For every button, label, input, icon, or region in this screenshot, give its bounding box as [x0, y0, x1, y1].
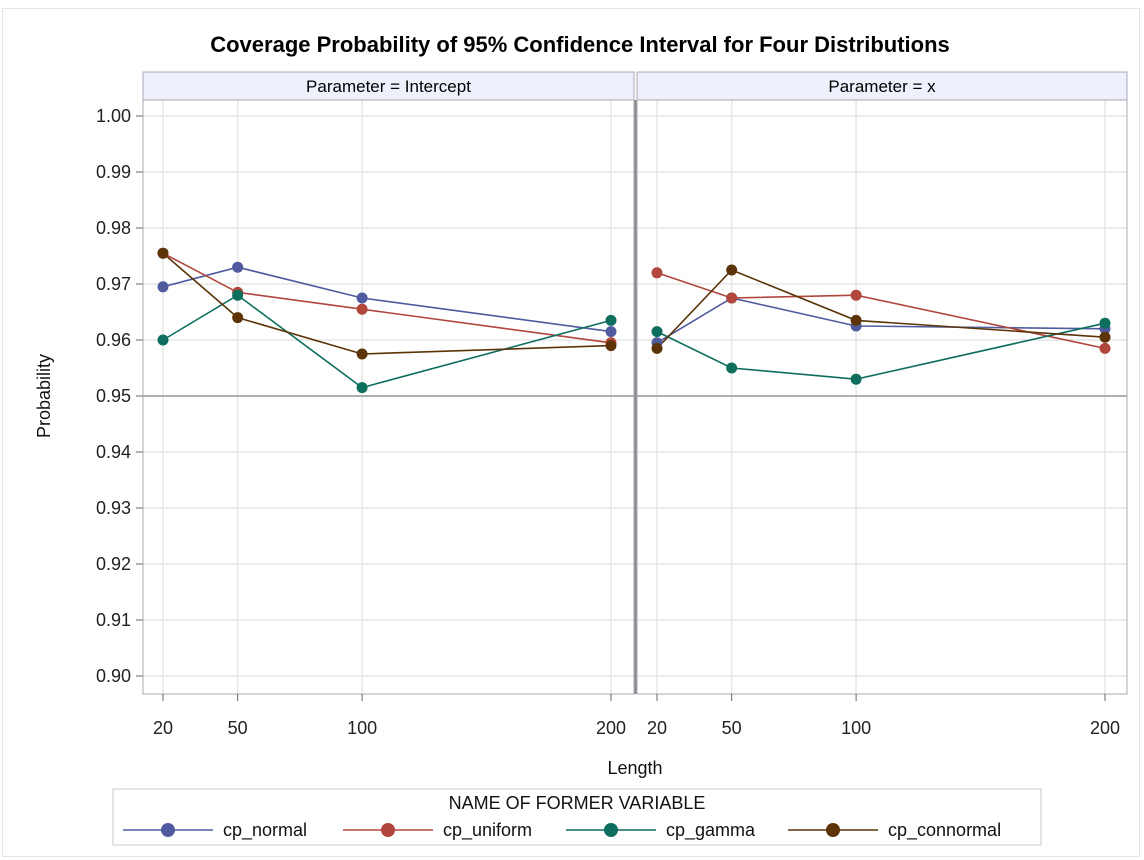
y-tick-label: 0.93 [96, 498, 131, 518]
plot-area [637, 100, 1127, 694]
x-tick-label: 200 [596, 718, 626, 738]
chart-title: Coverage Probability of 95% Confidence I… [210, 32, 950, 57]
panel-header-label: Parameter = x [828, 77, 936, 96]
y-tick-label: 0.90 [96, 666, 131, 686]
legend-label: cp_connormal [888, 820, 1001, 841]
data-point-cp_gamma [157, 334, 169, 346]
y-tick-label: 0.91 [96, 610, 131, 630]
y-tick-label: 1.00 [96, 106, 131, 126]
legend-label: cp_uniform [443, 820, 532, 841]
legend-item-cp_gamma: cp_gamma [566, 820, 756, 841]
panel-header [636, 71, 1128, 101]
legend-title: NAME OF FORMER VARIABLE [449, 793, 706, 813]
x-axis-label: Length [607, 758, 662, 778]
x-tick-label: 20 [153, 718, 173, 738]
x-tick-label: 20 [647, 718, 667, 738]
series-line-cp_normal [656, 297, 1106, 344]
legend-label: cp_normal [223, 820, 307, 841]
legend-label: cp_gamma [666, 820, 756, 841]
legend-item-cp_normal: cp_normal [123, 820, 307, 841]
data-point-cp_normal [232, 261, 244, 273]
data-point-cp_gamma [232, 289, 244, 301]
legend-item-cp_uniform: cp_uniform [343, 820, 532, 841]
y-tick-label: 0.95 [96, 386, 131, 406]
data-point-cp_connormal [356, 348, 368, 360]
series-line-cp_gamma [656, 322, 1106, 381]
x-tick-label: 50 [228, 718, 248, 738]
series-line-cp_connormal [656, 269, 1106, 349]
data-point-cp_gamma [726, 362, 738, 374]
data-point-cp_gamma [605, 314, 617, 326]
legend-swatch-marker [826, 823, 840, 837]
x-tick-label: 100 [841, 718, 871, 738]
y-tick-label: 0.97 [96, 274, 131, 294]
plot-area [143, 100, 634, 694]
x-tick-label: 200 [1090, 718, 1120, 738]
legend-swatch-marker [161, 823, 175, 837]
data-point-cp_uniform [850, 289, 862, 301]
series-line-cp_gamma [162, 294, 612, 389]
y-tick-label: 0.92 [96, 554, 131, 574]
series-line-cp_uniform [656, 272, 1106, 350]
legend-swatch-marker [604, 823, 618, 837]
data-point-cp_uniform [356, 303, 368, 315]
data-point-cp_connormal [1099, 331, 1111, 343]
data-point-cp_uniform [651, 267, 663, 279]
y-tick-label: 0.96 [96, 330, 131, 350]
data-point-cp_gamma [651, 326, 663, 338]
data-point-cp_normal [356, 292, 368, 304]
data-point-cp_gamma [850, 373, 862, 385]
chart-border [2, 8, 1140, 857]
y-tick-label: 0.99 [96, 162, 131, 182]
legend-item-cp_connormal: cp_connormal [788, 820, 1001, 841]
data-point-cp_gamma [1099, 317, 1111, 329]
y-axis-label: Probability [34, 354, 54, 438]
y-tick-label: 0.98 [96, 218, 131, 238]
data-point-cp_connormal [850, 314, 862, 326]
data-point-cp_connormal [157, 247, 169, 259]
data-point-cp_normal [605, 326, 617, 338]
series-line-cp_uniform [162, 252, 612, 344]
data-point-cp_uniform [726, 292, 738, 304]
data-point-cp_connormal [605, 340, 617, 352]
panel-2: Parameter = x 20 50 100 200 [636, 71, 1128, 738]
panel-header-label: Parameter = Intercept [306, 77, 471, 96]
data-point-cp_normal [157, 281, 169, 293]
plot-border [636, 99, 1128, 695]
plot-border [142, 99, 635, 695]
series-line-cp_normal [162, 266, 612, 333]
panel-1: Parameter = Intercept 20 50 100 200 [142, 71, 635, 738]
data-point-cp_uniform [1099, 342, 1111, 354]
y-tick-label: 0.94 [96, 442, 131, 462]
data-point-cp_gamma [356, 382, 368, 394]
x-tick-label: 100 [347, 718, 377, 738]
x-tick-label: 50 [722, 718, 742, 738]
data-point-cp_connormal [726, 264, 738, 276]
legend: NAME OF FORMER VARIABLE cp_normal cp_unif… [112, 788, 1042, 846]
legend-box [112, 788, 1042, 846]
data-point-cp_connormal [651, 342, 663, 354]
legend-items: cp_normal cp_uniform cp_gamma cp_connormal [123, 820, 1001, 841]
data-point-cp_connormal [232, 312, 244, 324]
legend-swatch-marker [381, 823, 395, 837]
series-line-cp_connormal [162, 252, 612, 355]
